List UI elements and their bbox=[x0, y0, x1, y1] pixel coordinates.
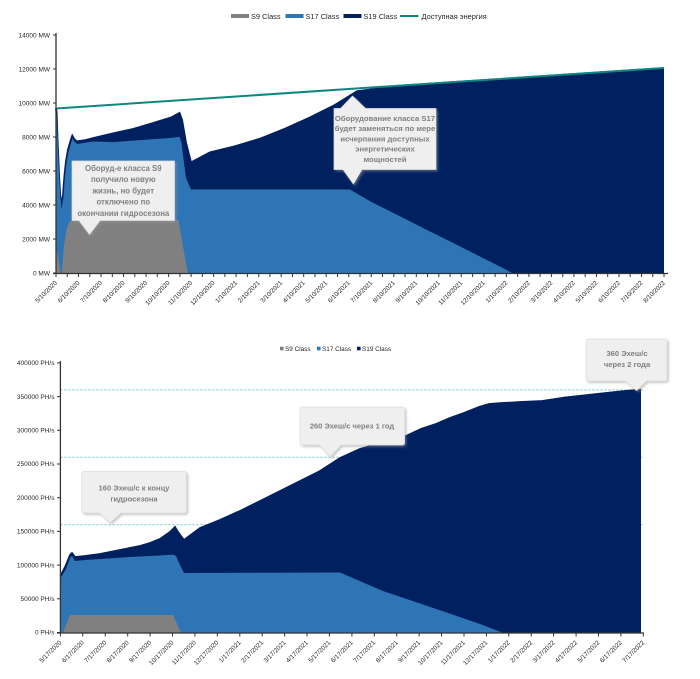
svg-text:6000 MW: 6000 MW bbox=[22, 169, 51, 176]
svg-text:S9 Class: S9 Class bbox=[285, 346, 311, 353]
svg-text:энергетических: энергетических bbox=[355, 145, 415, 154]
svg-text:100000 PH/s: 100000 PH/s bbox=[17, 562, 55, 569]
svg-text:2/10/2022: 2/10/2022 bbox=[507, 279, 532, 304]
svg-text:8000 MW: 8000 MW bbox=[22, 135, 51, 142]
svg-text:12/17/2020: 12/17/2020 bbox=[193, 639, 221, 667]
svg-text:3/10/2022: 3/10/2022 bbox=[530, 279, 555, 304]
svg-text:1/17/2021: 1/17/2021 bbox=[218, 639, 243, 664]
svg-text:через 2 года: через 2 года bbox=[604, 360, 651, 369]
svg-text:1/17/2022: 1/17/2022 bbox=[487, 639, 512, 664]
svg-text:6/17/2021: 6/17/2021 bbox=[330, 639, 355, 664]
svg-text:2/17/2021: 2/17/2021 bbox=[240, 639, 265, 664]
svg-text:12000 MW: 12000 MW bbox=[19, 67, 51, 74]
svg-text:S17 Class: S17 Class bbox=[306, 12, 340, 21]
svg-text:1/10/2022: 1/10/2022 bbox=[485, 279, 510, 304]
svg-text:исчерпания доступных: исчерпания доступных bbox=[340, 134, 430, 143]
svg-text:4000 MW: 4000 MW bbox=[22, 203, 51, 210]
svg-text:мощностей: мощностей bbox=[363, 155, 406, 164]
svg-text:7/17/2022: 7/17/2022 bbox=[621, 639, 646, 664]
svg-text:8/17/2020: 8/17/2020 bbox=[106, 639, 131, 664]
svg-text:160 Эхеш/с к концу: 160 Эхеш/с к концу bbox=[99, 484, 171, 493]
svg-text:6/17/2022: 6/17/2022 bbox=[599, 639, 624, 664]
svg-text:5/10/2021: 5/10/2021 bbox=[304, 279, 329, 304]
svg-text:250000 PH/s: 250000 PH/s bbox=[17, 461, 55, 468]
svg-text:8/10/2022: 8/10/2022 bbox=[642, 279, 667, 304]
svg-text:7/10/2022: 7/10/2022 bbox=[620, 279, 645, 304]
svg-text:Оборуд-е класса S9: Оборуд-е класса S9 bbox=[85, 164, 162, 173]
svg-text:будет заменяться по мере: будет заменяться по мере bbox=[335, 124, 436, 133]
svg-text:350000 PH/s: 350000 PH/s bbox=[17, 394, 55, 401]
svg-text:7/17/2020: 7/17/2020 bbox=[83, 639, 108, 664]
svg-text:2/10/2021: 2/10/2021 bbox=[237, 279, 262, 304]
svg-text:получило новую: получило новую bbox=[91, 175, 156, 184]
svg-text:12/10/2020: 12/10/2020 bbox=[189, 279, 217, 307]
svg-text:150000 PH/s: 150000 PH/s bbox=[17, 529, 55, 536]
svg-text:4/17/2021: 4/17/2021 bbox=[285, 639, 310, 664]
svg-text:5/17/2022: 5/17/2022 bbox=[576, 639, 601, 664]
svg-text:Доступная энергия: Доступная энергия bbox=[422, 12, 487, 21]
svg-text:отключено по: отключено по bbox=[96, 198, 150, 207]
svg-text:1/10/2021: 1/10/2021 bbox=[214, 279, 239, 304]
svg-text:14000 MW: 14000 MW bbox=[19, 33, 51, 40]
svg-text:0 MW: 0 MW bbox=[33, 271, 51, 278]
svg-text:8/10/2021: 8/10/2021 bbox=[372, 279, 397, 304]
svg-text:50000 PH/s: 50000 PH/s bbox=[21, 596, 56, 603]
svg-text:S19 Class: S19 Class bbox=[362, 346, 391, 353]
svg-text:гидросезона: гидросезона bbox=[110, 495, 158, 504]
svg-text:3/17/2021: 3/17/2021 bbox=[263, 639, 288, 664]
svg-text:5/10/2020: 5/10/2020 bbox=[34, 279, 59, 304]
svg-text:6/10/2021: 6/10/2021 bbox=[327, 279, 352, 304]
svg-text:6/10/2022: 6/10/2022 bbox=[597, 279, 622, 304]
svg-text:400000 PH/s: 400000 PH/s bbox=[17, 360, 55, 367]
svg-text:7/10/2020: 7/10/2020 bbox=[79, 279, 104, 304]
svg-text:8/10/2020: 8/10/2020 bbox=[102, 279, 127, 304]
svg-text:S19 Class: S19 Class bbox=[364, 12, 398, 21]
svg-text:Оборудование класса S17: Оборудование класса S17 bbox=[335, 114, 435, 123]
svg-text:8/17/2021: 8/17/2021 bbox=[375, 639, 400, 664]
svg-text:5/17/2021: 5/17/2021 bbox=[307, 639, 332, 664]
svg-text:300000 PH/s: 300000 PH/s bbox=[17, 428, 55, 435]
svg-text:0 PH/s: 0 PH/s bbox=[35, 630, 55, 637]
svg-text:12/17/2021: 12/17/2021 bbox=[462, 639, 490, 667]
svg-text:5/17/2020: 5/17/2020 bbox=[38, 639, 63, 664]
svg-text:7/10/2021: 7/10/2021 bbox=[349, 279, 374, 304]
svg-text:6/17/2020: 6/17/2020 bbox=[61, 639, 86, 664]
svg-text:S17 Class: S17 Class bbox=[322, 346, 351, 353]
svg-text:6/10/2020: 6/10/2020 bbox=[57, 279, 82, 304]
svg-text:2000 MW: 2000 MW bbox=[22, 237, 51, 244]
svg-text:360 Эхеш/с: 360 Эхеш/с bbox=[606, 349, 647, 358]
svg-text:12/10/2021: 12/10/2021 bbox=[460, 279, 488, 307]
svg-text:жизнь, но будет: жизнь, но будет bbox=[92, 186, 155, 195]
svg-text:5/10/2022: 5/10/2022 bbox=[575, 279, 600, 304]
svg-text:2/17/2022: 2/17/2022 bbox=[509, 639, 534, 664]
svg-text:3/17/2022: 3/17/2022 bbox=[532, 639, 557, 664]
svg-text:7/17/2021: 7/17/2021 bbox=[352, 639, 377, 664]
svg-text:10000 MW: 10000 MW bbox=[19, 101, 51, 108]
svg-text:3/10/2021: 3/10/2021 bbox=[259, 279, 284, 304]
svg-text:окончании гидросезона: окончании гидросезона bbox=[77, 209, 170, 218]
svg-text:4/10/2022: 4/10/2022 bbox=[552, 279, 577, 304]
svg-text:4/17/2022: 4/17/2022 bbox=[554, 639, 579, 664]
svg-text:S9 Class: S9 Class bbox=[251, 12, 281, 21]
svg-text:4/10/2021: 4/10/2021 bbox=[282, 279, 307, 304]
svg-text:260 Эхеш/с через 1 год: 260 Эхеш/с через 1 год bbox=[310, 422, 395, 431]
svg-text:200000 PH/s: 200000 PH/s bbox=[17, 495, 55, 502]
